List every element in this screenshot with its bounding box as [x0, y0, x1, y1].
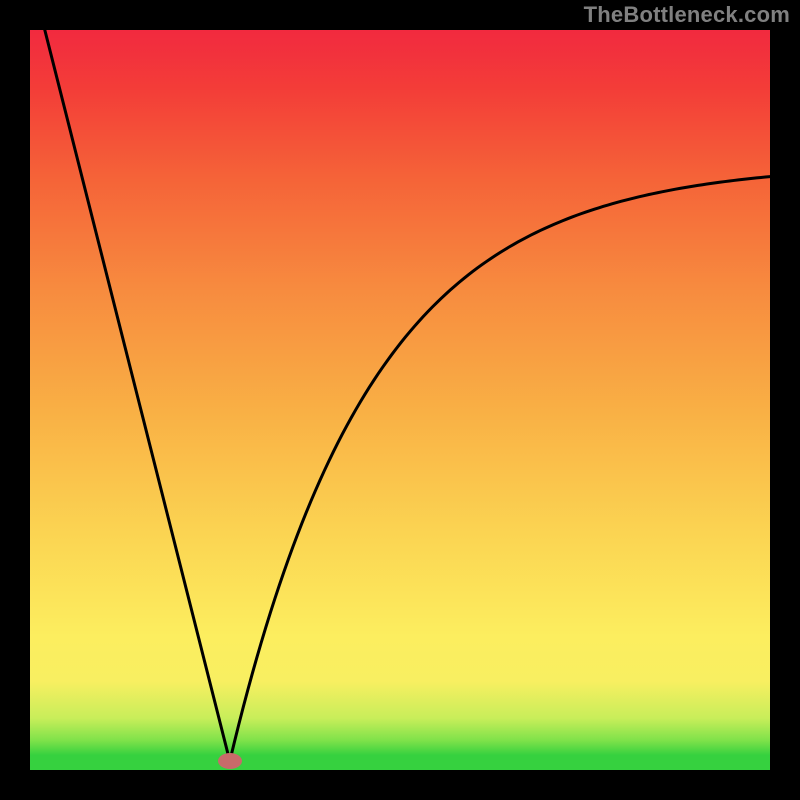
minimum-marker	[218, 753, 242, 769]
watermark-text: TheBottleneck.com	[584, 2, 790, 28]
plot-area	[30, 30, 770, 770]
chart-container: TheBottleneck.com	[0, 0, 800, 800]
curve-svg	[30, 30, 770, 770]
bottleneck-curve	[45, 30, 770, 761]
